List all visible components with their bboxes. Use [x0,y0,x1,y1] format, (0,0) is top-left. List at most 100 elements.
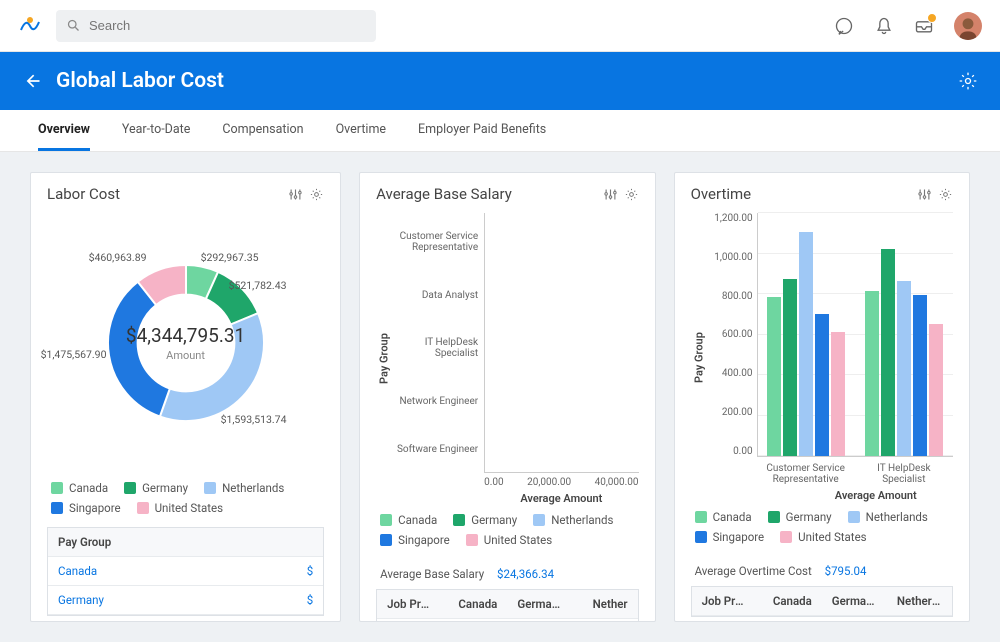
app-logo[interactable] [18,14,42,38]
table-header: Netherlands [887,587,952,616]
legend-item: Singapore [51,501,121,515]
legend-item: United States [466,533,552,547]
overtime-table: Job ProfileCanadaGermanyNetherlands [691,586,953,617]
category-label: Data Analyst [392,290,478,301]
bar [767,297,781,456]
y-tick: 1,200.00 [707,213,753,224]
donut-slice-label: $1,593,513.74 [221,413,287,426]
x-tick: Customer Service Representative [761,463,851,485]
tabs: Overview Year-to-Date Compensation Overtime… [0,110,1000,152]
avg-salary-table: Job ProfileCanadaGermanyNether Customer … [376,589,638,621]
legend-item: Netherlands [533,513,613,527]
legend-item: Canada [380,513,437,527]
bar [831,332,845,456]
avg-salary-chart: Customer Service RepresentativeData Anal… [392,213,638,473]
donut-center-label: Amount [126,349,245,362]
overtime-card: Overtime Pay Group 1,200.001,000.00800.0… [674,172,970,622]
x-axis-label: Average Amount [707,489,953,502]
pay-group-link[interactable]: Canada [58,564,97,578]
filter-icon[interactable] [603,187,618,202]
tab-employer-paid-benefits[interactable]: Employer Paid Benefits [418,110,546,151]
gear-icon[interactable] [624,187,639,202]
labor-cost-donut: $4,344,795.31 Amount $292,967.35 $521,782… [51,213,321,473]
legend-item: United States [780,530,866,544]
x-tick: 40,000.00 [595,477,639,488]
bar [929,324,943,456]
gear-icon[interactable] [309,187,324,202]
bar [897,281,911,456]
donut-slice-label: $1,475,567.90 [41,348,107,361]
legend-item: Netherlands [848,510,928,524]
y-tick: 600.00 [707,329,753,340]
legend-item: Singapore [695,530,765,544]
table-row: Canada$ [48,557,323,586]
user-avatar[interactable] [954,12,982,40]
table-header: Job Profile [692,587,757,616]
legend-item: Germany [768,510,832,524]
bar [799,232,813,456]
donut-center-value: $4,344,795.31 [126,324,245,347]
table-header: Job Profile [377,590,442,619]
topbar [0,0,1000,52]
y-tick: 200.00 [707,407,753,418]
back-arrow-icon[interactable] [22,71,42,91]
tab-year-to-date[interactable]: Year-to-Date [122,110,191,151]
filter-icon[interactable] [288,187,303,202]
tab-overview[interactable]: Overview [38,110,90,151]
labor-cost-table: Pay Group Canada$Germany$ [47,527,324,616]
category-label: IT HelpDesk Specialist [392,337,478,359]
legend-item: Canada [695,510,752,524]
page-title: Global Labor Cost [56,69,944,93]
y-axis-label: Pay Group [691,213,707,502]
search-box[interactable] [56,10,376,42]
table-header: Canada [442,590,507,619]
legend-item: Singapore [380,533,450,547]
search-input[interactable] [89,18,366,33]
table-header: Canada [757,587,822,616]
table-row: Customer Service$7,546.20$12,047.41$21,9… [377,619,637,621]
donut-slice-label: $292,967.35 [201,251,259,264]
titlebar: Global Labor Cost [0,52,1000,110]
y-tick: 1,000.00 [707,252,753,263]
topbar-actions [834,12,982,40]
table-header: Germany [507,590,572,619]
legend-item: Canada [51,481,108,495]
avg-salary-summary: Average Base Salary $24,366.34 [376,559,638,589]
table-header: Germany [822,587,887,616]
pay-group-link[interactable]: Germany [58,593,104,607]
y-tick: 800.00 [707,291,753,302]
legend-item: United States [137,501,223,515]
inbox-icon[interactable] [914,16,934,36]
bar [815,314,829,456]
labor-cost-card: Labor Cost $4,344,795.31 Amount $292,967… [30,172,341,622]
chat-icon[interactable] [834,16,854,36]
settings-gear-icon[interactable] [958,71,978,91]
legend-item: Germany [124,481,188,495]
donut-slice-label: $460,963.89 [89,251,147,264]
bar [913,295,927,456]
overtime-legend: Canada Germany Netherlands Singapore United … [691,502,953,556]
tab-overtime[interactable]: Overtime [336,110,386,151]
bar [783,279,797,456]
legend-item: Netherlands [204,481,284,495]
category-label: Network Engineer [392,396,478,407]
gear-icon[interactable] [938,187,953,202]
x-tick: IT HelpDesk Specialist [859,463,949,485]
overtime-summary: Average Overtime Cost $795.04 [691,556,953,586]
category-label: Software Engineer [392,444,478,455]
inbox-badge [927,13,937,23]
bar-group [865,249,943,456]
avg-salary-legend: Canada Germany Netherlands Singapore United … [376,505,638,559]
y-axis-label: Pay Group [376,213,392,505]
labor-cost-legend: Canada Germany Netherlands Singapore United … [47,473,324,527]
avg-salary-card: Average Base Salary Pay Group Customer S… [359,172,655,622]
x-tick: 0.00 [484,477,504,488]
tab-compensation[interactable]: Compensation [222,110,303,151]
donut-slice-label: $521,782.43 [229,279,287,292]
notification-bell-icon[interactable] [874,16,894,36]
legend-item: Germany [453,513,517,527]
filter-icon[interactable] [917,187,932,202]
y-tick: 400.00 [707,368,753,379]
bar-group [767,232,845,456]
y-tick: 0.00 [707,446,753,457]
